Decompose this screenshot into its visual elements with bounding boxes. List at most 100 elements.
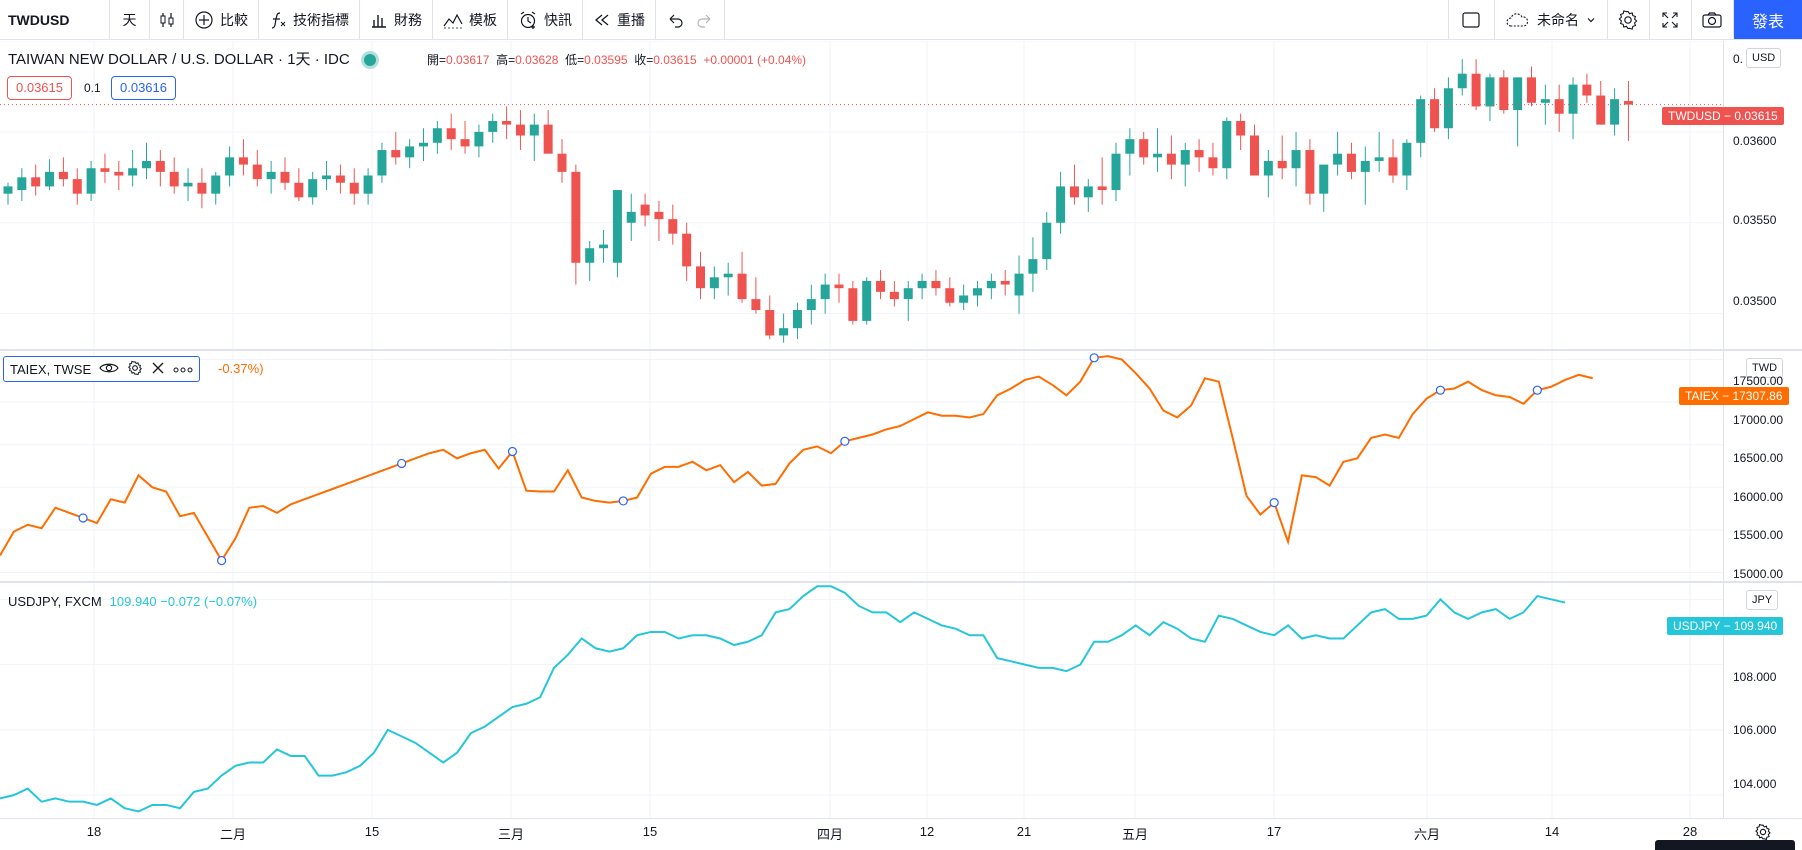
settings-button[interactable]	[1608, 0, 1650, 39]
candle-body	[1097, 186, 1107, 191]
bar-chart-icon	[370, 11, 388, 29]
settings-gear-icon[interactable]	[127, 360, 143, 379]
candle-body	[945, 288, 955, 303]
candle-body	[1000, 280, 1010, 285]
templates-button[interactable]: 模板	[433, 0, 508, 39]
candle-body	[142, 160, 151, 169]
candle-body	[1305, 150, 1315, 194]
candle-body	[183, 182, 193, 187]
toolbar-spacer	[725, 0, 1449, 39]
candle-body	[1402, 142, 1412, 176]
candle-body	[446, 128, 456, 140]
indicators-label: 技術指標	[293, 11, 349, 28]
taiex-currency-badge[interactable]: TWD	[1746, 358, 1784, 378]
candle-body	[1111, 153, 1121, 191]
indicators-button[interactable]: 技術指標	[259, 0, 360, 39]
layout-name-label: 未命名	[1536, 11, 1579, 28]
candle-body	[488, 120, 498, 132]
candle-body	[460, 139, 470, 147]
taiex-tick: 16000.00	[1733, 490, 1784, 504]
candle-body	[515, 124, 525, 136]
alarm-clock-icon	[518, 10, 538, 30]
main-tick: 0.03600	[1733, 134, 1777, 148]
taiex-legend-title: TAIEX, TWSE	[10, 361, 92, 377]
pane-separator-1[interactable]	[0, 349, 1802, 351]
candle-body	[1069, 186, 1079, 198]
candle-body	[820, 284, 830, 300]
usdjpy-legend-title: USDJPY, FXCM	[8, 594, 102, 609]
eye-icon[interactable]	[99, 361, 119, 378]
alerts-button[interactable]: 快訊	[508, 0, 583, 39]
high-value: 0.03628	[515, 53, 559, 67]
ask-value: 0.03616	[120, 80, 167, 95]
gear-icon	[1617, 9, 1639, 31]
candle-body	[1554, 99, 1564, 114]
publish-button[interactable]: 發表	[1733, 0, 1802, 39]
candle-body	[903, 288, 913, 300]
twdusd-last-price-text: TWDUSD − 0.03615	[1668, 109, 1778, 123]
financials-button[interactable]: 財務	[360, 0, 433, 39]
time-tick: 四月	[816, 827, 844, 842]
candle-body	[72, 179, 82, 194]
candle-body	[1346, 153, 1356, 172]
candle-body	[682, 233, 692, 267]
candle-body	[765, 310, 775, 336]
taiex-pane[interactable]	[0, 351, 1802, 581]
chevron-down-icon	[1585, 14, 1597, 26]
undo-button[interactable]	[656, 0, 690, 39]
ohlc-values: 開=0.03617 高=0.03628 低=0.03595 收=0.03615 …	[427, 51, 806, 68]
buy-button[interactable]: 0.03616	[111, 76, 176, 100]
candle-body	[419, 142, 428, 147]
interval-button[interactable]: 天	[110, 0, 150, 39]
high-label: 高=	[496, 53, 516, 67]
taiex-last-value-label: TAIEX − 17307.86	[1679, 387, 1789, 405]
publish-label: 發表	[1751, 13, 1784, 31]
taiex-tick: 15000.00	[1733, 567, 1784, 581]
close-icon[interactable]	[151, 361, 165, 378]
layout-select-button[interactable]	[1449, 0, 1495, 39]
symbol-search-button[interactable]: TWDUSD	[0, 0, 110, 39]
candle-body	[529, 124, 539, 136]
candle-body	[100, 168, 110, 172]
sell-button[interactable]: 0.03615	[7, 76, 72, 100]
candle-body	[1374, 157, 1384, 161]
main-currency-badge[interactable]: USD	[1746, 48, 1782, 68]
candle-body	[322, 175, 332, 180]
main-price-axis[interactable]	[1723, 41, 1802, 350]
candle-body	[848, 288, 858, 321]
candle-body	[1388, 157, 1398, 176]
candle-body	[391, 150, 401, 158]
usdjpy-pane[interactable]	[0, 583, 1802, 818]
taiex-series-line	[0, 355, 1593, 563]
candle-body	[626, 211, 636, 223]
usdjpy-currency-badge[interactable]: JPY	[1746, 590, 1779, 610]
financials-label: 財務	[394, 11, 422, 28]
time-axis-settings-gear-icon[interactable]	[1754, 823, 1772, 846]
usdjpy-legend[interactable]: USDJPY, FXCM 109.940 −0.072 (−0.07%)	[8, 594, 257, 609]
fullscreen-button[interactable]	[1650, 0, 1692, 39]
compare-button[interactable]: 比較	[184, 0, 259, 39]
candle-body	[834, 284, 844, 289]
candle-body	[155, 160, 165, 172]
main-price-pane[interactable]	[0, 41, 1802, 350]
layout-name-button[interactable]: 未命名	[1495, 0, 1608, 39]
line-chart-icon	[443, 11, 463, 29]
candle-body	[1527, 77, 1536, 103]
taiex-legend[interactable]: TAIEX, TWSE	[3, 356, 201, 382]
taiex-last-value-text: TAIEX − 17307.86	[1685, 389, 1783, 403]
replay-button[interactable]: 重播	[583, 0, 656, 39]
fullscreen-icon	[1661, 11, 1679, 29]
candle-body	[363, 175, 373, 194]
redo-button[interactable]	[690, 0, 725, 39]
more-options-icon[interactable]	[173, 362, 193, 377]
usdjpy-currency-label: JPY	[1752, 594, 1773, 606]
chart-type-button[interactable]	[150, 0, 184, 39]
usdjpy-series-line	[0, 585, 1566, 813]
pane-separator-2[interactable]	[0, 581, 1802, 583]
time-axis[interactable]	[0, 818, 1802, 850]
snapshot-button[interactable]	[1692, 0, 1734, 39]
taiex-tick: 17000.00	[1733, 413, 1784, 427]
main-tick: 0.03550	[1733, 213, 1777, 227]
candle-body	[862, 280, 872, 321]
main-series-legend[interactable]: TAIWAN NEW DOLLAR / U.S. DOLLAR · 1天 · I…	[8, 48, 376, 69]
